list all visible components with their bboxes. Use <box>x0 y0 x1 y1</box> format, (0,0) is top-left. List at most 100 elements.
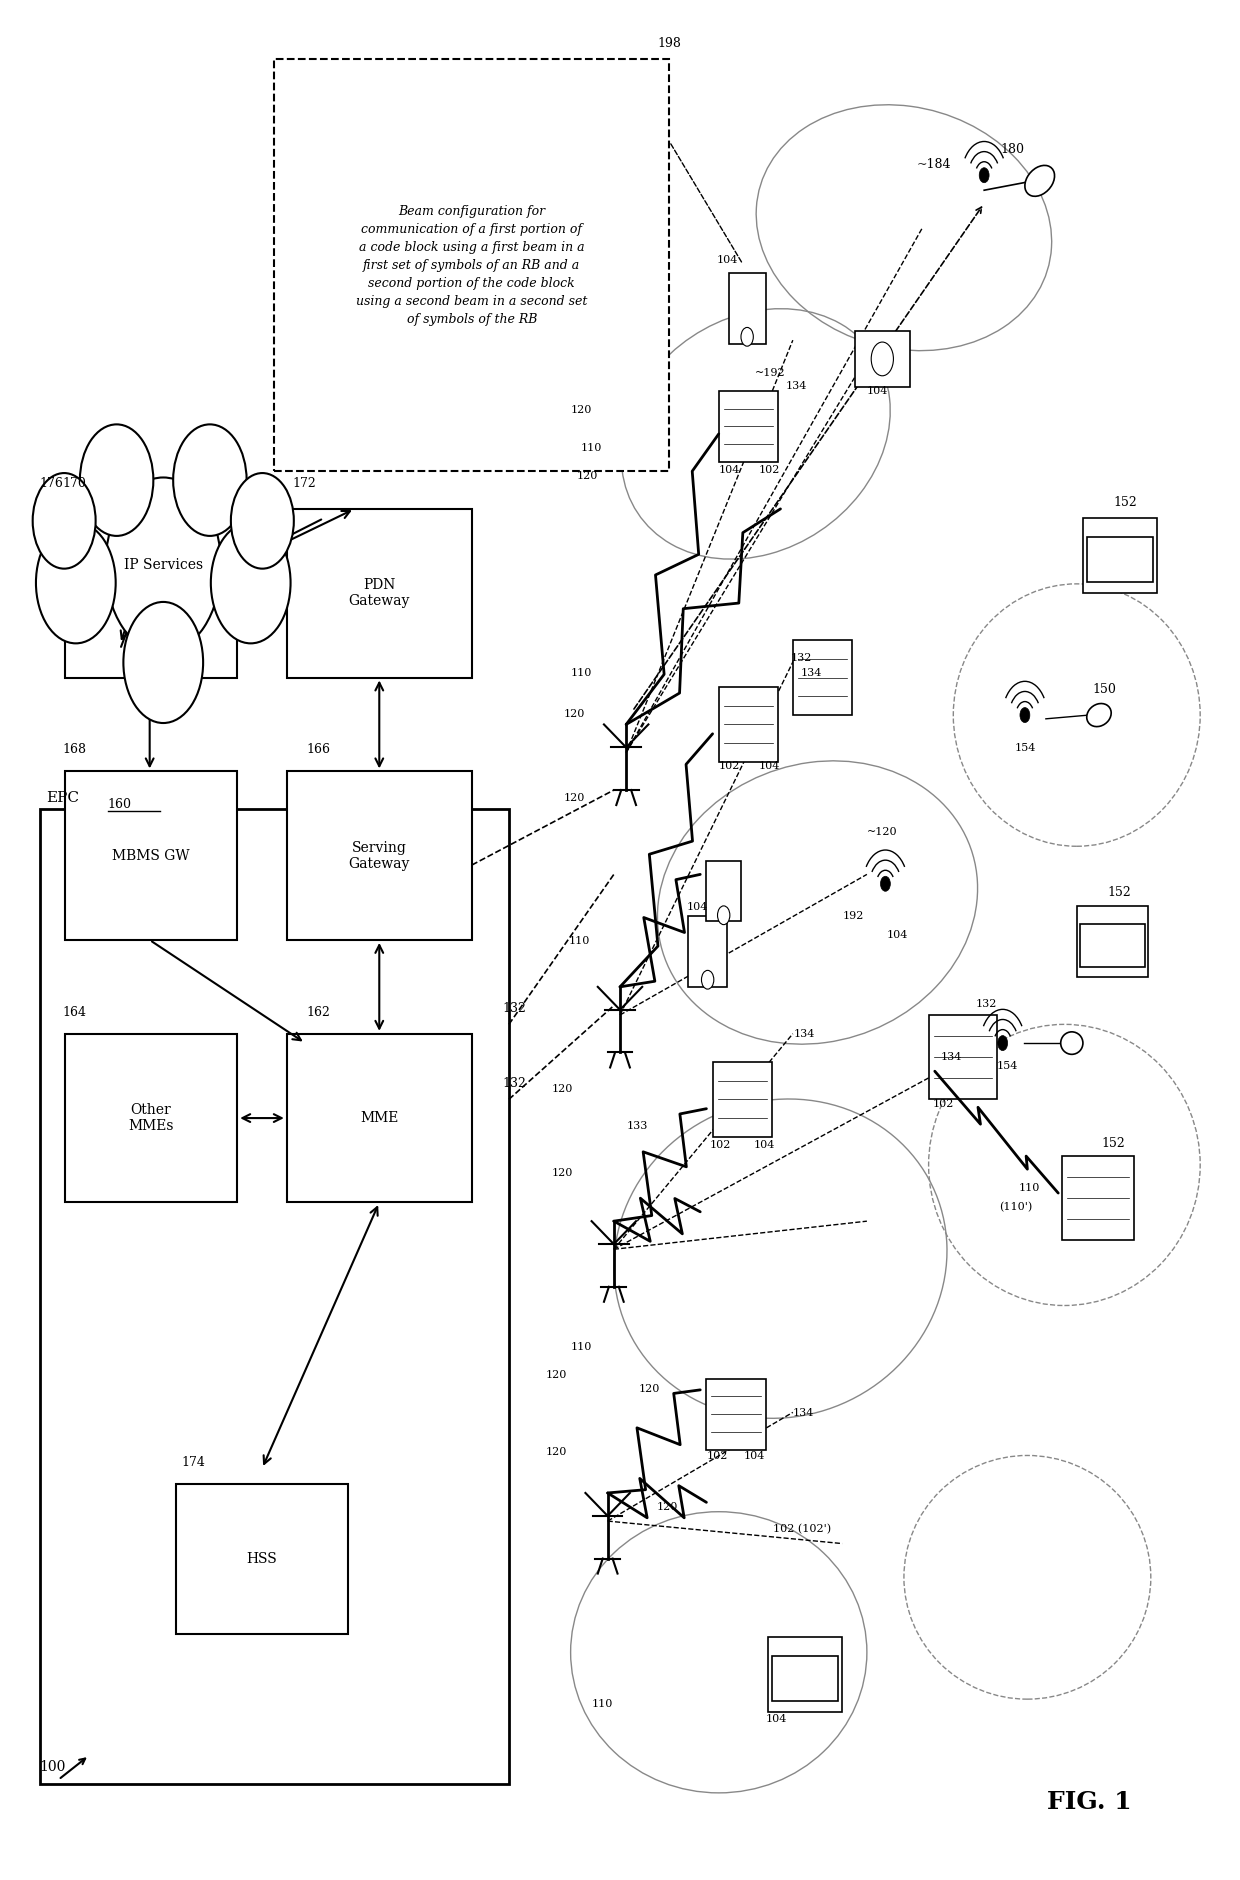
Text: 102: 102 <box>758 464 780 476</box>
FancyBboxPatch shape <box>713 1062 771 1137</box>
FancyBboxPatch shape <box>768 1637 842 1713</box>
Text: 102: 102 <box>932 1098 954 1109</box>
FancyBboxPatch shape <box>64 509 237 677</box>
Text: 132: 132 <box>502 1077 527 1090</box>
Circle shape <box>124 602 203 724</box>
Circle shape <box>211 523 290 643</box>
Text: 152: 152 <box>1101 1137 1125 1151</box>
Text: 152: 152 <box>1107 885 1131 899</box>
Text: 132: 132 <box>976 1000 997 1010</box>
Text: 120: 120 <box>657 1502 678 1512</box>
Text: 176: 176 <box>40 478 63 491</box>
Text: 162: 162 <box>306 1006 330 1019</box>
Text: 104: 104 <box>687 902 708 912</box>
Text: 120: 120 <box>552 1083 573 1094</box>
FancyBboxPatch shape <box>274 58 670 472</box>
Text: 192: 192 <box>842 912 863 921</box>
Text: 120: 120 <box>552 1167 573 1179</box>
Text: 104: 104 <box>717 256 738 265</box>
Circle shape <box>998 1036 1008 1051</box>
Text: 134: 134 <box>800 667 822 677</box>
Text: 134: 134 <box>941 1051 962 1062</box>
Circle shape <box>231 474 294 568</box>
Text: 104: 104 <box>719 464 740 476</box>
Circle shape <box>742 327 754 346</box>
FancyBboxPatch shape <box>854 331 910 387</box>
FancyBboxPatch shape <box>792 639 852 714</box>
Text: 150: 150 <box>1092 682 1117 696</box>
FancyBboxPatch shape <box>286 771 472 940</box>
Text: Serving
Gateway: Serving Gateway <box>348 840 410 870</box>
Text: 104: 104 <box>758 761 780 771</box>
Circle shape <box>880 876 890 891</box>
Text: 133: 133 <box>626 1120 647 1132</box>
Circle shape <box>1021 707 1030 722</box>
Text: ~184: ~184 <box>916 158 951 171</box>
FancyBboxPatch shape <box>1080 925 1145 966</box>
Text: 120: 120 <box>563 793 584 803</box>
Circle shape <box>36 523 115 643</box>
Text: 104: 104 <box>744 1451 765 1461</box>
Text: 110: 110 <box>570 1342 591 1352</box>
Text: 110: 110 <box>591 1698 613 1709</box>
FancyBboxPatch shape <box>688 916 728 987</box>
Text: 110: 110 <box>580 442 601 453</box>
Text: 104: 104 <box>754 1139 775 1151</box>
Text: BM-SC: BM-SC <box>126 587 176 600</box>
FancyBboxPatch shape <box>929 1015 997 1100</box>
Text: 120: 120 <box>546 1448 568 1457</box>
Text: 102 (102'): 102 (102') <box>773 1525 831 1534</box>
Text: 102: 102 <box>711 1139 732 1151</box>
Text: 174: 174 <box>182 1455 206 1468</box>
Text: 110: 110 <box>1019 1183 1040 1194</box>
FancyBboxPatch shape <box>1086 538 1153 583</box>
Text: ~192: ~192 <box>755 368 785 378</box>
FancyBboxPatch shape <box>64 1034 237 1203</box>
FancyBboxPatch shape <box>1076 906 1148 978</box>
Text: 198: 198 <box>657 36 681 49</box>
Text: 154: 154 <box>1016 743 1037 752</box>
Text: 102: 102 <box>719 761 740 771</box>
Text: PDN
Gateway: PDN Gateway <box>348 579 410 609</box>
FancyBboxPatch shape <box>286 1034 472 1203</box>
Text: (110'): (110') <box>999 1201 1032 1213</box>
Text: 110: 110 <box>570 667 591 677</box>
Circle shape <box>174 425 247 536</box>
Text: 154: 154 <box>997 1060 1018 1072</box>
Text: 102: 102 <box>707 1451 728 1461</box>
Text: 152: 152 <box>1114 496 1137 509</box>
Text: 104: 104 <box>765 1713 787 1724</box>
Text: 134: 134 <box>785 382 807 391</box>
Circle shape <box>872 342 894 376</box>
Text: 120: 120 <box>639 1384 660 1393</box>
Text: 104: 104 <box>867 387 888 397</box>
FancyBboxPatch shape <box>707 861 742 921</box>
Text: MBMS GW: MBMS GW <box>112 848 190 863</box>
Ellipse shape <box>1060 1032 1083 1055</box>
Circle shape <box>718 906 730 925</box>
FancyBboxPatch shape <box>719 686 777 761</box>
Text: 170: 170 <box>62 478 86 491</box>
FancyBboxPatch shape <box>771 1656 838 1701</box>
Text: FIG. 1: FIG. 1 <box>1047 1790 1131 1814</box>
Text: Beam configuration for
communication of a first portion of
a code block using a : Beam configuration for communication of … <box>356 205 588 325</box>
FancyBboxPatch shape <box>64 771 237 940</box>
Circle shape <box>32 474 95 568</box>
Text: 134: 134 <box>794 1030 816 1040</box>
Ellipse shape <box>1025 165 1054 196</box>
Text: 172: 172 <box>293 478 316 491</box>
Text: 168: 168 <box>62 743 86 756</box>
Text: Other
MMEs: Other MMEs <box>128 1104 174 1134</box>
Circle shape <box>105 478 221 652</box>
Circle shape <box>79 425 154 536</box>
Text: 132: 132 <box>790 652 812 662</box>
Text: ~120: ~120 <box>867 827 898 837</box>
FancyBboxPatch shape <box>176 1483 348 1634</box>
Ellipse shape <box>1086 703 1111 726</box>
FancyBboxPatch shape <box>1083 519 1157 594</box>
Text: 166: 166 <box>306 743 330 756</box>
Text: MME: MME <box>360 1111 398 1124</box>
Text: 164: 164 <box>62 1006 86 1019</box>
Text: 110: 110 <box>568 936 589 946</box>
Text: EPC: EPC <box>46 791 79 805</box>
